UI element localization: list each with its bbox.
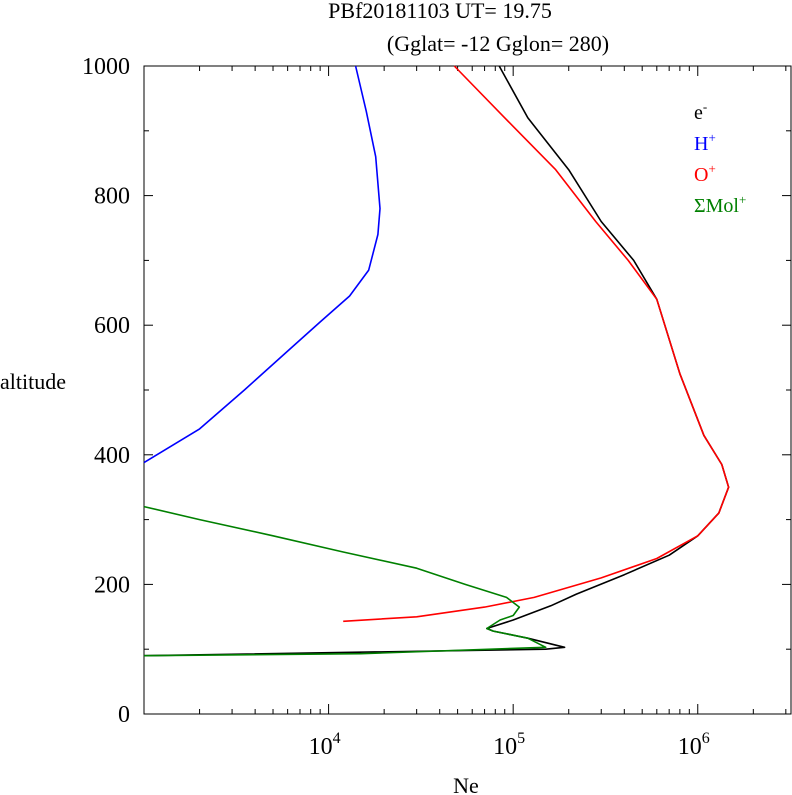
y-tick-label: 400: [94, 443, 130, 469]
legend-entry: H+: [694, 130, 716, 155]
chart-title-line1: PBf20181103 UT= 19.75: [328, 0, 552, 23]
x-tick-label: 106: [678, 730, 710, 760]
chart-title-line2: (Gglat= -12 Gglon= 280): [387, 31, 609, 56]
x-tick-label: 105: [493, 730, 525, 760]
axis-ticks: 0 200 400 600 800 1000 104 105 106: [82, 54, 791, 760]
y-tick-label: 0: [118, 702, 130, 728]
y-tick-label: 1000: [82, 54, 130, 80]
series-line: [343, 65, 730, 623]
y-tick-label: 800: [94, 184, 130, 210]
y-tick-label: 200: [94, 572, 130, 598]
series-line: [143, 505, 547, 657]
y-axis-label: altitude: [0, 369, 66, 394]
series-line: [143, 65, 381, 464]
x-axis-label: Ne: [453, 773, 479, 795]
x-tick-label: 104: [309, 730, 341, 760]
legend-entry: e-: [694, 99, 707, 124]
legend: e- H+ O+ ΣMol+: [694, 99, 746, 217]
series-layer: [143, 65, 730, 657]
legend-entry: O+: [694, 161, 716, 186]
legend-entry: ΣMol+: [694, 192, 746, 217]
y-tick-label: 600: [94, 313, 130, 339]
series-line: [143, 65, 730, 657]
